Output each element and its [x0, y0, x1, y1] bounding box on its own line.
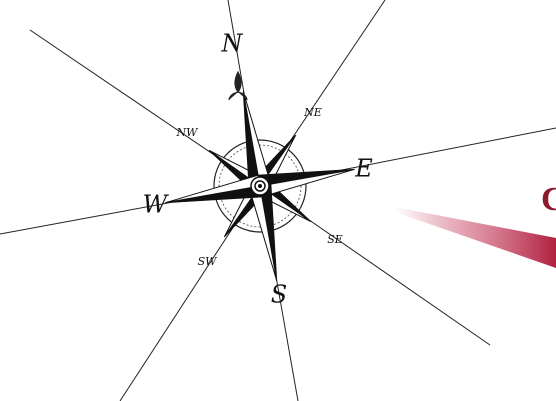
label-n: N [221, 30, 244, 58]
label-sw: SW [198, 255, 219, 268]
label-se: SE [327, 233, 343, 246]
north-finial [228, 70, 248, 101]
star [165, 91, 355, 281]
brand-letter: C [541, 181, 556, 218]
dotted-ring [218, 144, 302, 228]
label-e: E [354, 155, 373, 183]
label-w: W [143, 191, 170, 219]
label-ne: NE [303, 106, 322, 119]
red-streak [395, 207, 556, 268]
label-nw: NW [176, 126, 200, 139]
hub-dot [258, 184, 262, 188]
label-s: S [271, 281, 287, 309]
